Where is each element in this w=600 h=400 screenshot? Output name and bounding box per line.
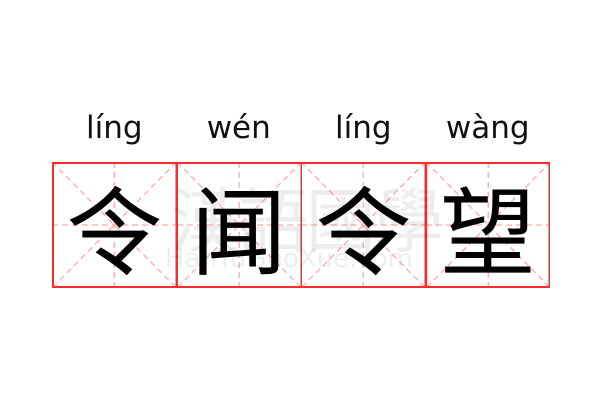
cell-guides [52,162,177,288]
pinyin-row: líng wén líng wàng [52,106,550,150]
pinyin-3: líng [334,110,392,146]
character-cell: 令 [301,162,426,290]
character-4: 望 [439,177,536,290]
cell-guides [176,162,301,288]
cell-guides [301,162,426,288]
character-cell: 闻 [176,162,301,290]
pinyin-1: líng [85,110,143,146]
pinyin-4: wàng [445,110,530,146]
character-cell: 望 [425,162,550,290]
cell-guides [425,162,550,288]
character-2: 闻 [190,177,287,290]
character-cell: 令 [52,162,177,290]
character-3: 令 [315,177,412,290]
character-grid: 令 闻 令 望 [52,162,550,290]
character-1: 令 [66,177,163,290]
pinyin-2: wén [206,110,271,146]
